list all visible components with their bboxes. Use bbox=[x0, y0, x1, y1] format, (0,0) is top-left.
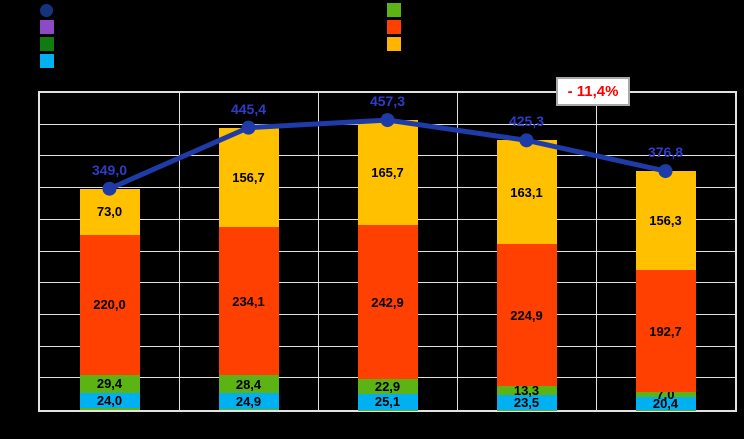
cyan-segment: 24,0 bbox=[79, 393, 140, 409]
yellow-segment: 73,0 bbox=[79, 188, 140, 236]
green-segment: 7,0 bbox=[635, 388, 696, 401]
orange-segment: 220,0 bbox=[79, 235, 140, 375]
legend-item bbox=[387, 37, 607, 51]
grid-line bbox=[457, 93, 458, 410]
series-cyan-marker-icon bbox=[40, 54, 54, 68]
cyan-segment: 25,1 bbox=[357, 393, 418, 410]
legend-left-column bbox=[40, 3, 260, 68]
series-green-marker-icon bbox=[387, 3, 401, 17]
green-segment: 22,9 bbox=[357, 378, 418, 394]
legend-item bbox=[387, 3, 607, 17]
base-sliver-segment bbox=[79, 408, 140, 410]
legend-item bbox=[40, 37, 260, 51]
legend-item bbox=[40, 20, 260, 34]
series-purple-marker-icon bbox=[40, 20, 54, 34]
total-value-label: 349,0 bbox=[91, 161, 128, 178]
segment-value-label: 24,0 bbox=[96, 393, 123, 409]
segment-value-label: 25,1 bbox=[374, 394, 401, 410]
segment-value-label: 22,9 bbox=[374, 378, 401, 394]
green-segment: 29,4 bbox=[79, 374, 140, 394]
series-orange-marker-icon bbox=[387, 20, 401, 34]
orange-segment: 234,1 bbox=[218, 226, 279, 376]
grid-line bbox=[596, 93, 597, 410]
segment-value-label: 23,5 bbox=[513, 394, 540, 410]
grid-line bbox=[179, 93, 180, 410]
plot-area: 24,0 29,4 220,0 73,0 24,9 28,4 234,1 156,7 25,1 2… bbox=[38, 91, 737, 412]
yellow-segment: 163,1 bbox=[496, 140, 557, 244]
total-value-label: 425,3 bbox=[508, 113, 545, 130]
legend-item bbox=[387, 20, 607, 34]
series-yellow-marker-icon bbox=[387, 37, 401, 51]
segment-value-label: 156,7 bbox=[232, 169, 265, 185]
segment-value-label: 73,0 bbox=[96, 204, 123, 220]
segment-value-label: 224,9 bbox=[510, 307, 543, 323]
orange-segment: 224,9 bbox=[496, 243, 557, 387]
legend-item bbox=[40, 54, 260, 68]
segment-value-label: 20,4 bbox=[652, 395, 679, 411]
grid-line bbox=[318, 93, 319, 410]
base-sliver-segment bbox=[218, 409, 279, 410]
change-annotation: - 11,4% bbox=[556, 77, 630, 106]
total-value-label: 376,8 bbox=[647, 144, 684, 161]
cyan-segment: 24,9 bbox=[218, 393, 279, 410]
segment-value-label: 234,1 bbox=[232, 293, 265, 309]
segment-value-label: 165,7 bbox=[371, 165, 404, 181]
segment-value-label: 29,4 bbox=[96, 376, 123, 392]
yellow-segment: 156,7 bbox=[218, 127, 279, 227]
orange-segment: 192,7 bbox=[635, 270, 696, 393]
total-line-marker-icon bbox=[40, 3, 53, 17]
cyan-segment: 20,4 bbox=[635, 395, 696, 411]
green-segment: 28,4 bbox=[218, 375, 279, 394]
segment-value-label: 242,9 bbox=[371, 294, 404, 310]
segment-value-label: 24,9 bbox=[235, 393, 262, 409]
cyan-segment: 23,5 bbox=[496, 394, 557, 410]
yellow-segment: 156,3 bbox=[635, 171, 696, 271]
segment-value-label: 156,3 bbox=[649, 213, 682, 229]
segment-value-label: 192,7 bbox=[649, 323, 682, 339]
segment-value-label: 28,4 bbox=[235, 376, 262, 392]
legend-item bbox=[40, 3, 260, 17]
green-segment: 13,3 bbox=[496, 383, 557, 399]
segment-value-label: 13,3 bbox=[513, 383, 540, 399]
segment-value-label: 163,1 bbox=[510, 184, 543, 200]
orange-segment: 242,9 bbox=[357, 225, 418, 380]
total-value-label: 445,4 bbox=[230, 100, 267, 117]
legend-right-column bbox=[387, 3, 607, 51]
series-dark-green-marker-icon bbox=[40, 37, 54, 51]
segment-value-label: 220,0 bbox=[93, 297, 126, 313]
total-value-label: 457,3 bbox=[369, 93, 406, 110]
yellow-segment: 165,7 bbox=[357, 120, 418, 226]
